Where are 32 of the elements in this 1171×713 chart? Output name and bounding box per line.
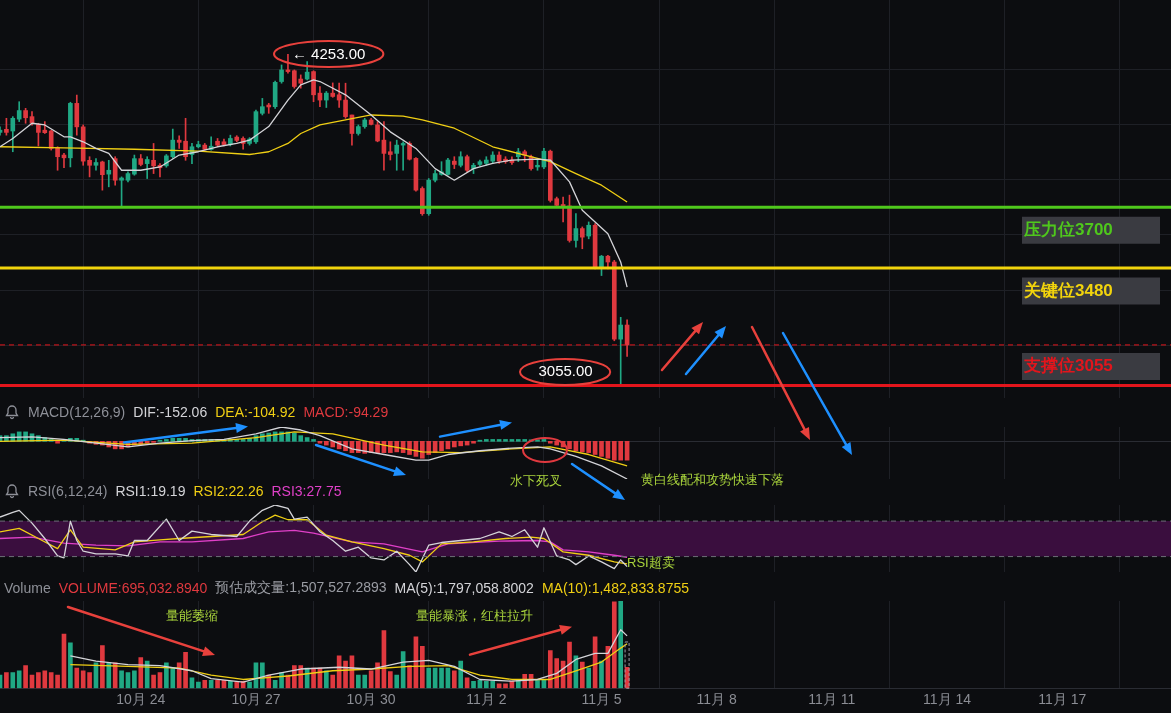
series-label: RSI1:19.19	[115, 483, 186, 499]
series-label: DEA:-104.92	[215, 404, 296, 420]
text: RSI3:27.75	[271, 483, 342, 499]
annotation: ← 4253.00	[291, 44, 366, 62]
annotation: 量能暴涨，红柱拉升	[416, 607, 533, 625]
text: MA(10):1,482,833.8755	[541, 580, 690, 596]
ref-line-label: 关键位3480	[1023, 280, 1113, 300]
annotation: 水下死叉	[510, 472, 562, 490]
series-label: MACD:-94.29	[303, 404, 389, 420]
chart-title: MACD(12,26,9)	[28, 404, 126, 420]
x-tick-label: 11月 11	[808, 691, 856, 708]
chart-title: RSI(6,12,24)	[28, 483, 108, 499]
x-tick-label: 11月 17	[1038, 691, 1087, 708]
annotation: 量能萎缩	[166, 607, 218, 625]
x-tick-label: 11月 14	[923, 691, 972, 708]
series-label: DIF:-152.06	[133, 404, 208, 420]
x-tick-label: 11月 2	[466, 691, 507, 708]
annotation: RSI超卖	[627, 554, 675, 572]
annotation: 3055.00	[538, 361, 593, 379]
x-tick-label: 11月 8	[696, 691, 737, 708]
chart-title: Volume	[4, 580, 51, 596]
x-tick-label: 10月 27	[231, 691, 281, 708]
ref-line-label: 支撑位3055	[1023, 356, 1113, 376]
text: MA(5):1,797,058.8002	[394, 580, 534, 596]
x-tick-label: 10月 24	[116, 691, 166, 708]
text: VOLUME:695,032.8940	[58, 580, 208, 596]
annotation: 黄白线配和攻势快速下落	[641, 471, 784, 489]
x-tick-label: 11月 5	[581, 691, 622, 708]
ref-line-label: 压力位3700	[1023, 219, 1113, 239]
x-tick-label: 10月 30	[346, 691, 396, 708]
text: 预估成交量:1,507,527.2893	[215, 579, 387, 597]
series-label: RSI2:22.26	[193, 483, 264, 499]
